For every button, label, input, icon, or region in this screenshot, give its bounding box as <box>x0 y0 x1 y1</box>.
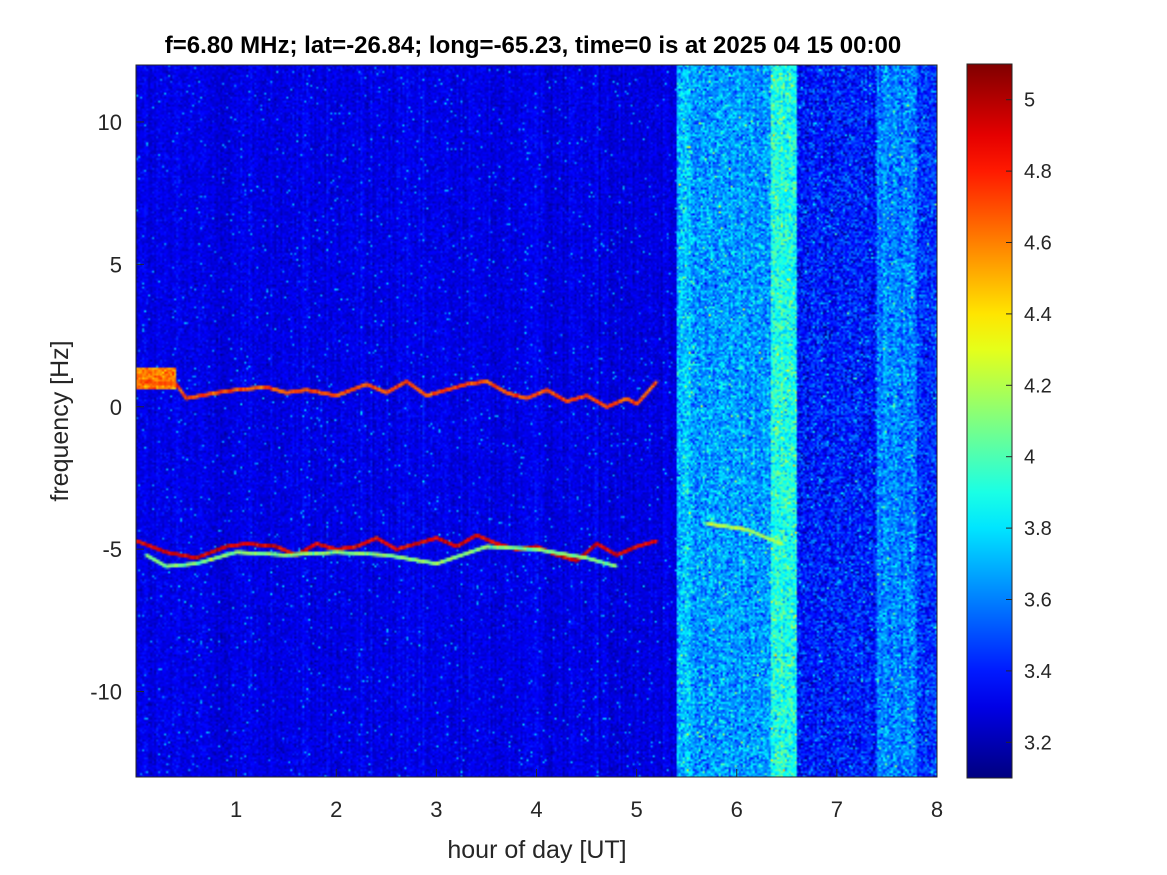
x-axis-title: hour of day [UT] <box>447 836 626 864</box>
y-axis: 10 5 0 -5 -10 <box>90 110 144 705</box>
y-tick-label: 5 <box>110 252 122 277</box>
x-tick-label: 5 <box>631 797 643 822</box>
x-tick-label: 6 <box>731 797 743 822</box>
y-axis-title: frequency [Hz] <box>46 340 74 501</box>
x-tick-label: 8 <box>931 797 943 822</box>
x-tick-label: 7 <box>831 797 843 822</box>
colorbar-tick-label: 3.6 <box>1024 590 1052 612</box>
colorbar-tick-label: 4.8 <box>1024 161 1052 183</box>
x-tick-label: 4 <box>530 797 542 822</box>
colorbar-frame <box>966 63 1013 779</box>
colorbar-axis: 5 4.8 4.6 4.4 4.2 4 3.8 3.6 3.4 3.2 <box>1006 90 1052 754</box>
colorbar-tick-label: 5 <box>1024 90 1035 112</box>
spectrogram-heatmap <box>136 65 937 777</box>
colorbar-tick-label: 3.8 <box>1024 518 1052 540</box>
colorbar-tick-label: 3.4 <box>1024 661 1052 683</box>
colorbar-tick-label: 4.2 <box>1024 375 1052 397</box>
y-tick-label: -10 <box>90 680 122 705</box>
y-tick-label: -5 <box>102 537 122 562</box>
y-tick-label: 0 <box>110 395 122 420</box>
colorbar-tick-label: 3.2 <box>1024 732 1052 754</box>
x-tick-label: 1 <box>230 797 242 822</box>
colorbar-gradient <box>967 64 1012 778</box>
plot-area: 1 2 3 4 5 6 7 8 10 5 0 -5 -10 <box>90 64 943 822</box>
x-axis: 1 2 3 4 5 6 7 8 <box>230 769 943 822</box>
colorbar-tick-label: 4.6 <box>1024 233 1052 255</box>
colorbar-tick-label: 4 <box>1024 447 1035 469</box>
chart-title: f=6.80 MHz; lat=-26.84; long=-65.23, tim… <box>165 32 901 59</box>
x-tick-label: 2 <box>330 797 342 822</box>
colorbar: 5 4.8 4.6 4.4 4.2 4 3.8 3.6 3.4 3.2 <box>966 63 1052 779</box>
x-tick-label: 3 <box>430 797 442 822</box>
y-tick-label: 10 <box>98 110 122 135</box>
colorbar-tick-label: 4.4 <box>1024 304 1052 326</box>
